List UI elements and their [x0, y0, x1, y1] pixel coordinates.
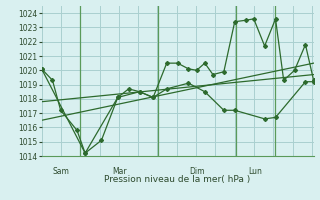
Text: Dim: Dim — [189, 167, 205, 176]
X-axis label: Pression niveau de la mer( hPa ): Pression niveau de la mer( hPa ) — [104, 175, 251, 184]
Text: Lun: Lun — [248, 167, 262, 176]
Text: Mar: Mar — [112, 167, 126, 176]
Text: Sam: Sam — [52, 167, 69, 176]
